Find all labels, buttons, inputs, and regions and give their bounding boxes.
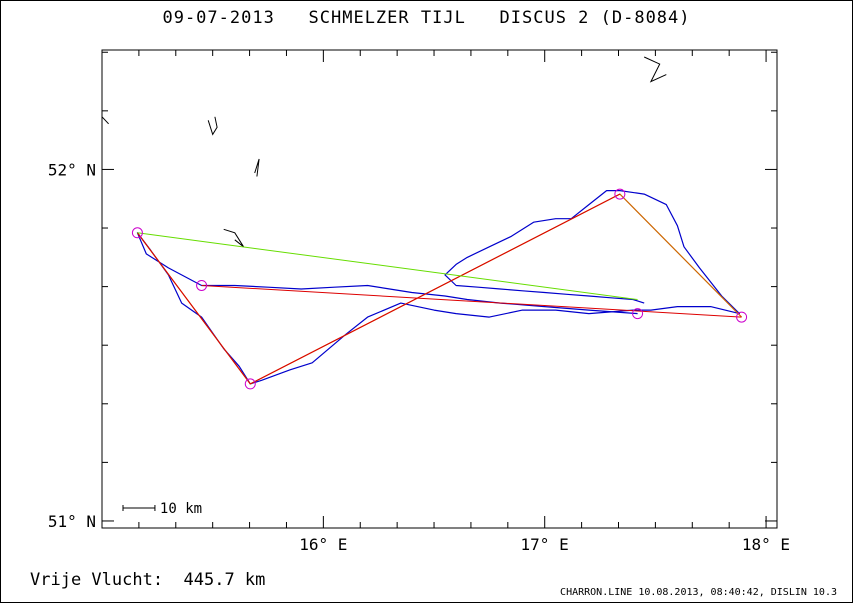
coastline-shape (643, 56, 667, 83)
gps-track-layer (136, 190, 741, 385)
scoring-legs-layer (137, 193, 742, 385)
x-tick-label: 16° E (299, 535, 347, 554)
x-tick-label: 18° E (742, 535, 790, 554)
task-route (136, 193, 743, 385)
scoring-leg-green (137, 232, 638, 301)
scale-bar-label: 10 km (160, 501, 202, 517)
turnpoint-marker (736, 311, 748, 323)
turnpoint-marker (244, 378, 256, 390)
turnpoints-layer (131, 188, 748, 390)
free-flight-distance: Vrije Vlucht: 445.7 km (30, 570, 266, 590)
scale-bar: 10 km (122, 501, 202, 517)
turnpoint-marker (196, 279, 208, 291)
coastline-shape (223, 228, 245, 248)
scoring-leg-red (250, 193, 621, 385)
turnpoint-marker (632, 308, 644, 320)
plot-area-border (101, 49, 778, 529)
coastline-shape (207, 116, 218, 136)
coastline-shape (254, 158, 260, 177)
task-route-layer (136, 193, 743, 385)
x-tick-label: 17° E (521, 535, 569, 554)
y-tick-label: 52° N (48, 161, 96, 180)
coastline-layer (101, 56, 667, 248)
turnpoint-marker (614, 188, 626, 200)
scoring-leg-red (137, 232, 251, 385)
page-title: 09-07-2013 SCHMELZER TIJL DISCUS 2 (D-80… (162, 8, 691, 28)
coastline-shape (101, 116, 109, 125)
footer-credit: CHARRON.LINE 10.08.2013, 08:40:42, DISLI… (560, 587, 837, 598)
y-tick-label: 51° N (48, 512, 96, 531)
scoring-leg-red (201, 284, 742, 318)
gps-track (136, 190, 741, 385)
turnpoint-marker (131, 227, 143, 239)
axis-ticks: 16° E 17° E 18° E 52° N 51° N (48, 50, 790, 554)
